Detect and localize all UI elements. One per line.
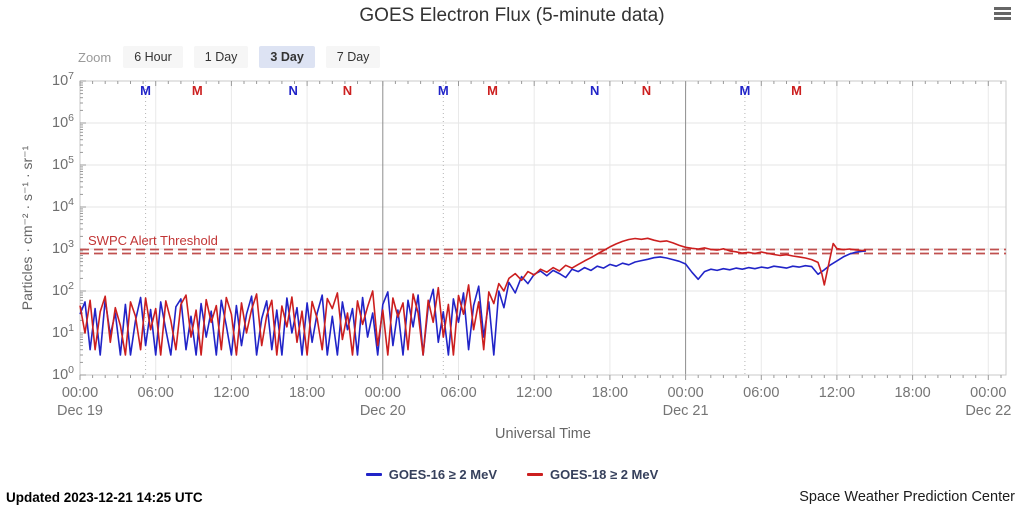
svg-text:Dec 20: Dec 20 [360, 403, 406, 419]
day-boundary-lines [382, 81, 687, 375]
svg-text:00:00: 00:00 [970, 385, 1006, 401]
svg-text:Dec 21: Dec 21 [663, 403, 709, 419]
svg-text:M: M [438, 83, 449, 98]
zoom-label: Zoom [78, 49, 112, 65]
zoom-button-7day[interactable]: 7 Day [325, 46, 381, 68]
y-axis-title: Particles · cm⁻² · s⁻¹ · sr⁻¹ [19, 145, 35, 310]
hamburger-menu-icon[interactable] [994, 7, 1011, 20]
svg-text:06:00: 06:00 [138, 385, 174, 401]
x-gridlines-6h [155, 81, 989, 375]
svg-text:18:00: 18:00 [894, 385, 930, 401]
source-credit: Space Weather Prediction Center [799, 489, 1015, 505]
swpc-alert-threshold-line: SWPC Alert Threshold [80, 233, 1006, 255]
satellite-midnight-dotted-lines [145, 81, 746, 375]
svg-text:06:00: 06:00 [743, 385, 779, 401]
chart-legend: GOES-16 ≥ 2 MeV GOES-18 ≥ 2 MeV [0, 467, 1024, 482]
y-gridlines [80, 122, 1006, 334]
svg-text:102: 102 [52, 280, 74, 299]
legend-entry-goes16[interactable]: GOES-16 ≥ 2 MeV [365, 467, 497, 482]
svg-text:M: M [739, 83, 750, 98]
svg-text:18:00: 18:00 [592, 385, 628, 401]
svg-text:18:00: 18:00 [289, 385, 325, 401]
svg-text:N: N [289, 83, 298, 98]
svg-text:Dec 22: Dec 22 [965, 403, 1011, 419]
series-line-goes16[interactable] [79, 250, 867, 356]
updated-timestamp: Updated 2023-12-21 14:25 UTC [6, 490, 203, 505]
x-axis-ticks [79, 81, 1002, 380]
legend-label-goes18: GOES-18 ≥ 2 MeV [550, 467, 659, 482]
svg-text:00:00: 00:00 [62, 385, 98, 401]
zoom-button-3day[interactable]: 3 Day [259, 46, 315, 68]
legend-entry-goes18[interactable]: GOES-18 ≥ 2 MeV [527, 467, 658, 482]
svg-text:12:00: 12:00 [516, 385, 552, 401]
x-axis-labels: 00:00 Dec 19 06:00 12:00 18:00 00:00 Dec 20 06:… [57, 385, 1011, 419]
svg-text:M: M [487, 83, 498, 98]
svg-text:00:00: 00:00 [365, 385, 401, 401]
zoom-button-6hour[interactable]: 6 Hour [123, 46, 183, 68]
svg-text:12:00: 12:00 [819, 385, 855, 401]
svg-text:N: N [343, 83, 352, 98]
zoom-button-1day[interactable]: 1 Day [193, 46, 249, 68]
svg-text:107: 107 [52, 70, 74, 89]
svg-text:M: M [192, 83, 203, 98]
series-line-goes18[interactable] [79, 237, 867, 356]
svg-text:101: 101 [52, 322, 74, 341]
svg-text:M: M [140, 83, 151, 98]
svg-text:12:00: 12:00 [213, 385, 249, 401]
svg-text:103: 103 [52, 238, 74, 257]
page-title: GOES Electron Flux (5-minute data) [359, 5, 665, 26]
threshold-label: SWPC Alert Threshold [88, 233, 218, 248]
goes18-swatch [527, 473, 543, 476]
svg-text:Dec 19: Dec 19 [57, 403, 103, 419]
svg-text:00:00: 00:00 [667, 385, 703, 401]
svg-text:N: N [642, 83, 651, 98]
svg-text:N: N [590, 83, 599, 98]
svg-text:104: 104 [52, 196, 74, 215]
plot-area[interactable] [79, 80, 1007, 376]
svg-text:105: 105 [52, 154, 74, 173]
svg-text:06:00: 06:00 [440, 385, 476, 401]
goes16-swatch [365, 473, 382, 476]
zoom-toolbar: Zoom 6 Hour 1 Day 3 Day 7 Day [78, 46, 391, 68]
legend-label-goes16: GOES-16 ≥ 2 MeV [388, 467, 497, 482]
svg-text:106: 106 [52, 112, 74, 131]
svg-text:100: 100 [52, 364, 74, 383]
x-axis-title: Universal Time [495, 426, 591, 442]
y-axis-labels: 107 106 105 104 103 102 101 100 [52, 70, 74, 383]
svg-text:M: M [791, 83, 802, 98]
